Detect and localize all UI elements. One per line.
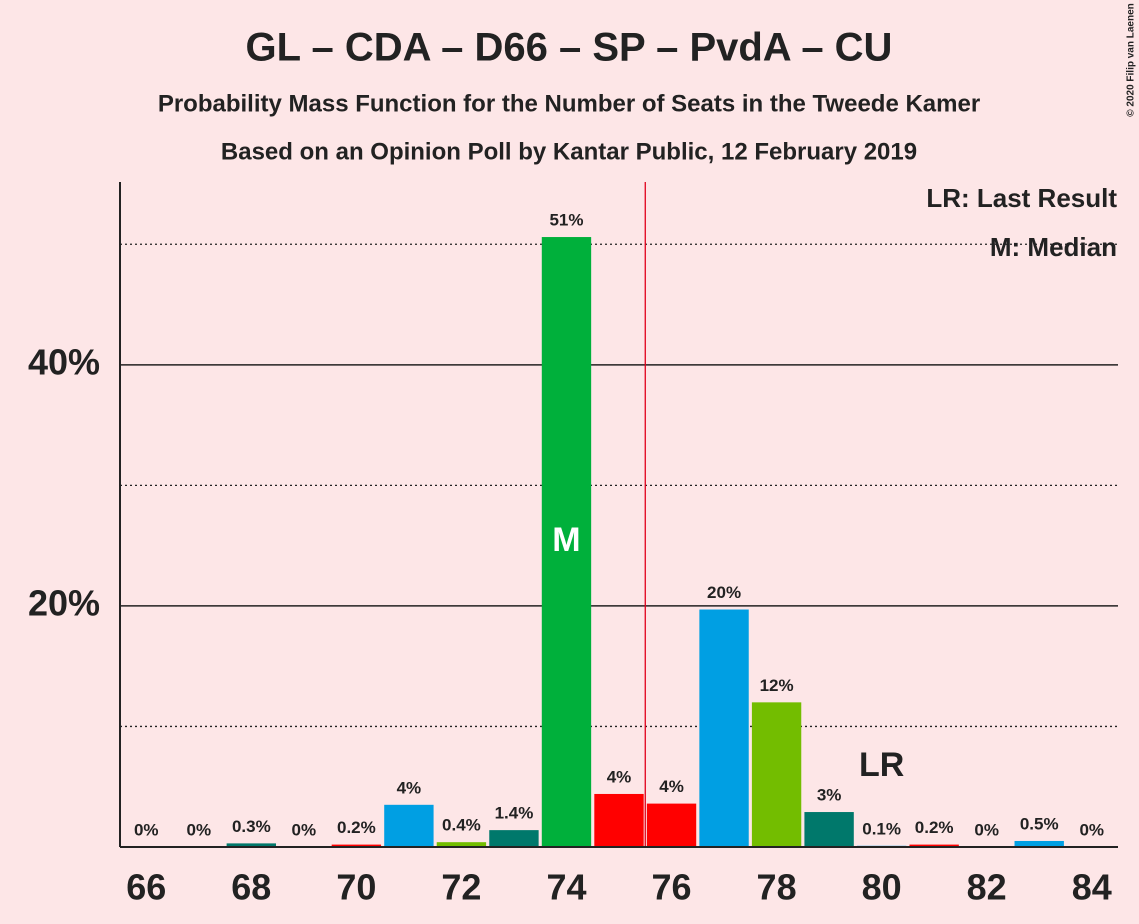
copyright: © 2020 Filip van Laenen (1126, 3, 1137, 117)
x-tick-label: 80 (862, 867, 902, 908)
data-label: 0% (187, 820, 212, 839)
data-label: 51% (549, 211, 583, 230)
data-label: 3% (817, 786, 842, 805)
bar (541, 237, 592, 848)
data-label: 0.5% (1020, 814, 1059, 833)
data-label: 4% (659, 777, 684, 796)
data-label: 0.1% (862, 819, 901, 838)
bar (909, 844, 959, 847)
data-label: 20% (707, 583, 741, 602)
bar (489, 830, 539, 847)
bar (594, 793, 644, 847)
bar (1014, 840, 1064, 847)
bar (226, 843, 277, 847)
data-label: 0.2% (337, 818, 376, 837)
median-marker: M (552, 521, 580, 559)
bar (804, 812, 854, 847)
x-tick-label: 78 (757, 867, 797, 908)
data-label: 0.4% (442, 816, 481, 835)
x-tick-label: 84 (1072, 867, 1112, 908)
bar (751, 702, 802, 847)
bar (436, 842, 487, 847)
x-tick-label: 82 (967, 867, 1007, 908)
bar (699, 609, 749, 847)
x-tick-label: 74 (546, 867, 586, 908)
x-tick-label: 72 (441, 867, 481, 908)
data-label: 0% (974, 820, 999, 839)
y-tick-label: 40% (28, 341, 100, 382)
data-label: 12% (760, 676, 794, 695)
legend-entry: LR: Last Result (926, 183, 1117, 213)
x-tick-label: 76 (652, 867, 692, 908)
chart-title: GL – CDA – D66 – SP – PvdA – CU (246, 26, 893, 70)
data-label: 0% (134, 820, 159, 839)
data-label: 4% (607, 767, 632, 786)
data-label: 0% (292, 820, 317, 839)
data-label: 0.2% (915, 818, 954, 837)
data-label: 4% (397, 778, 422, 797)
chart-subtitle: Based on an Opinion Poll by Kantar Publi… (221, 138, 917, 165)
y-tick-label: 20% (28, 582, 100, 623)
bar (384, 804, 434, 847)
x-tick-label: 70 (336, 867, 376, 908)
x-tick-label: 68 (231, 867, 271, 908)
data-label: 0% (1079, 820, 1104, 839)
bar (646, 803, 697, 847)
data-label: 1.4% (495, 804, 534, 823)
last-result-marker: LR (859, 746, 904, 784)
legend-entry: M: Median (990, 232, 1117, 262)
x-tick-label: 66 (126, 867, 166, 908)
bar (331, 844, 382, 847)
chart-subtitle: Probability Mass Function for the Number… (158, 90, 980, 117)
data-label: 0.3% (232, 817, 271, 836)
